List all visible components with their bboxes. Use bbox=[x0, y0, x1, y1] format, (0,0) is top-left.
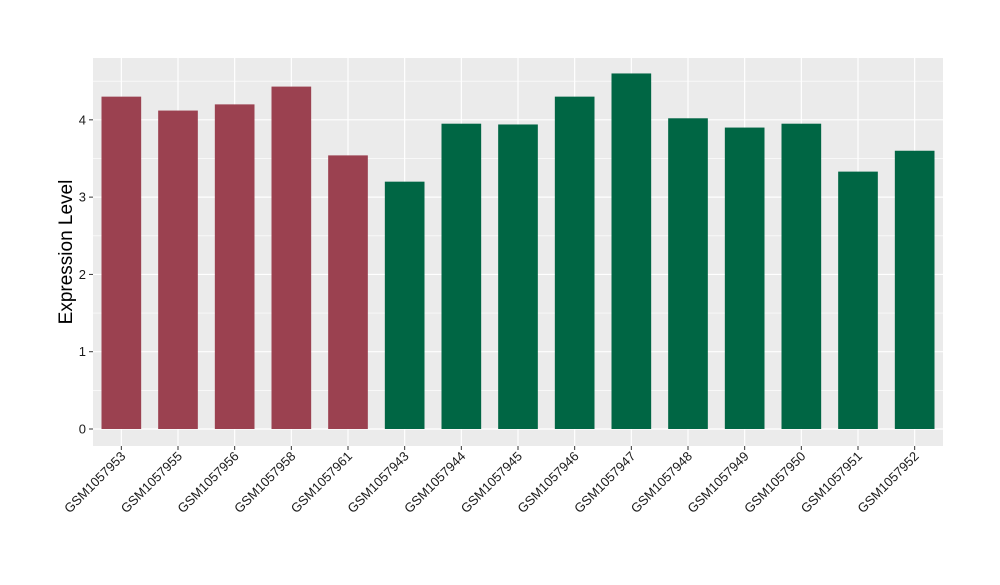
bar bbox=[101, 96, 142, 429]
bar bbox=[441, 123, 482, 429]
bar bbox=[328, 155, 368, 429]
bar bbox=[384, 181, 425, 429]
bar bbox=[894, 150, 935, 429]
y-tick-label: 2 bbox=[79, 267, 86, 282]
bar bbox=[214, 104, 255, 429]
y-axis: 0 1 2 3 4 bbox=[79, 112, 93, 436]
y-tick-label: 4 bbox=[79, 112, 86, 127]
bar bbox=[611, 73, 652, 429]
y-tick-label: 0 bbox=[79, 421, 86, 436]
bar bbox=[781, 123, 822, 429]
bar bbox=[498, 124, 538, 429]
bar bbox=[838, 171, 878, 429]
bar bbox=[668, 118, 708, 429]
bar bbox=[158, 110, 198, 429]
bar bbox=[554, 96, 595, 429]
y-tick-label: 3 bbox=[79, 190, 86, 205]
bar bbox=[724, 127, 765, 429]
y-tick-label: 1 bbox=[79, 344, 86, 359]
x-axis: GSM1057953GSM1057955GSM1057956GSM1057958… bbox=[61, 446, 922, 516]
bar bbox=[271, 86, 312, 429]
y-axis-title: Expression Level bbox=[56, 180, 77, 325]
bars-group bbox=[101, 73, 935, 429]
